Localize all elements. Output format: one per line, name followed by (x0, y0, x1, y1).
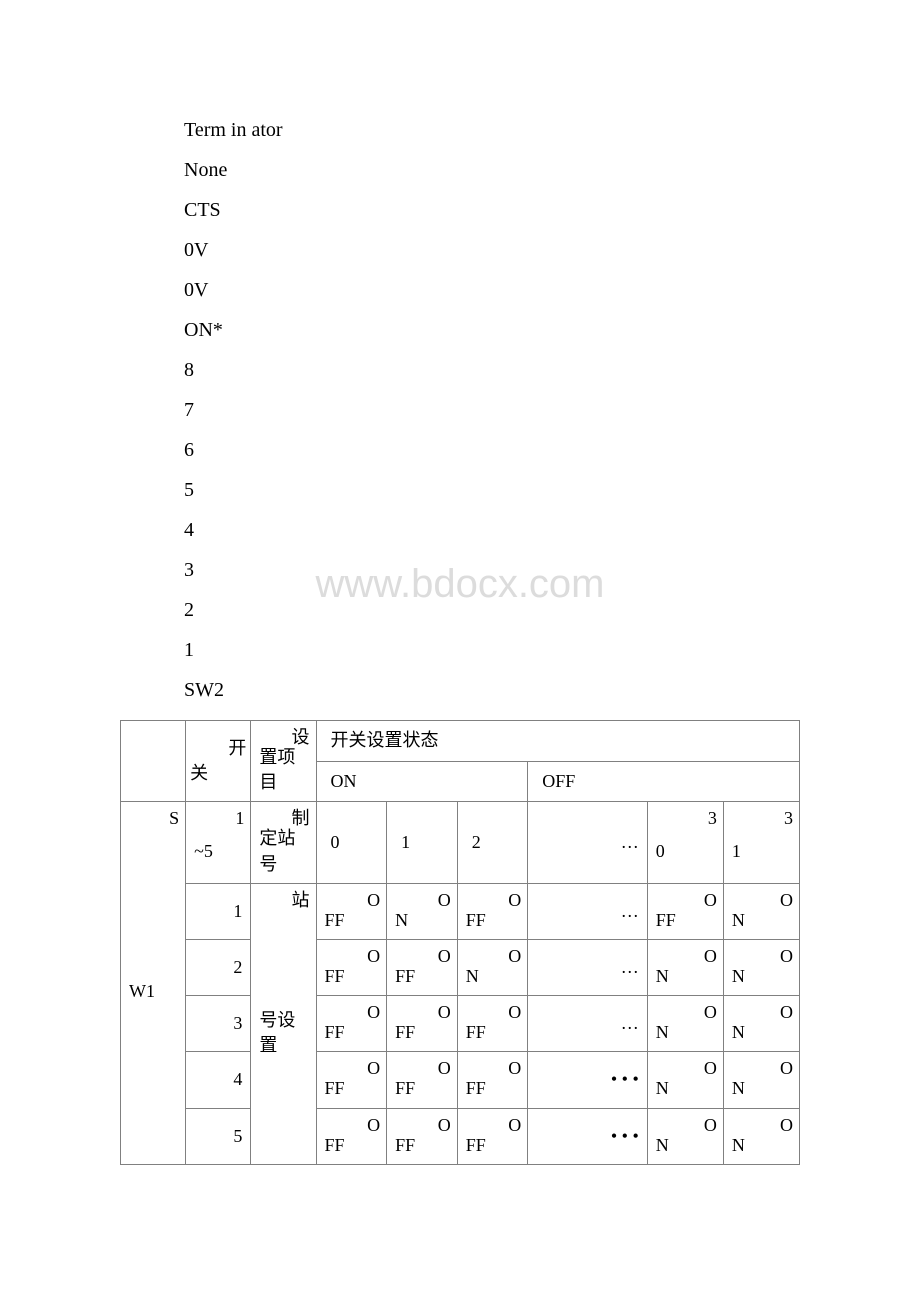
sw1-station-v2: 1 (387, 802, 458, 883)
sw1-r5-v2: OFF (387, 1108, 458, 1164)
sw1-r5-v3: OFF (457, 1108, 528, 1164)
sw1-r2-num: 2 (186, 939, 251, 995)
text-line: 2 (184, 590, 920, 630)
sw1-r4-v4: • • • (528, 1052, 647, 1108)
sw1-r5-v1: OFF (316, 1108, 387, 1164)
text-line: None (184, 150, 920, 190)
text-line: SW2 (184, 670, 920, 710)
sw1-station-v6: 3 1 (723, 802, 799, 883)
sw1-r5-v4: • • • (528, 1108, 647, 1164)
sw1-r2-v1: OFF (316, 939, 387, 995)
sw1-r5-v5: ON (647, 1108, 723, 1164)
switch-table-wrap: 开关 设 置项目 开关设置状态 ON OFF S W1 1 ~5 制 定站号 (0, 720, 920, 1165)
text-line: Term in ator (184, 110, 920, 150)
sw1-r4-num: 4 (186, 1052, 251, 1108)
sw1-r3-v1: OFF (316, 996, 387, 1052)
text-line: 5 (184, 470, 920, 510)
sw1-r5-num: 5 (186, 1108, 251, 1164)
sw1-r2-v4: … (528, 939, 647, 995)
sw1-r2-v6: ON (723, 939, 799, 995)
sw1-r3-v3: OFF (457, 996, 528, 1052)
text-line: CTS (184, 190, 920, 230)
text-line: 0V (184, 270, 920, 310)
sw1-station-v1: 0 (316, 802, 387, 883)
sw1-station-v5: 3 0 (647, 802, 723, 883)
sw1-r5-v6: ON (723, 1108, 799, 1164)
sw1-station-item: 制 定站号 (251, 802, 316, 883)
sw1-r1-v1: OFF (316, 883, 387, 939)
text-line-block: Term in ator None CTS 0V 0V ON* 8 7 6 5 … (0, 110, 920, 710)
sw1-station-v4: … (528, 802, 647, 883)
sw1-r1-v2: ON (387, 883, 458, 939)
sw1-r3-v5: ON (647, 996, 723, 1052)
sw1-r2-v5: ON (647, 939, 723, 995)
sw1-r4-v5: ON (647, 1052, 723, 1108)
sw1-r4-v3: OFF (457, 1052, 528, 1108)
sw1-r1-num: 1 (186, 883, 251, 939)
sw1-r2-v2: OFF (387, 939, 458, 995)
header-off: OFF (528, 761, 800, 802)
sw1-r4-v2: OFF (387, 1052, 458, 1108)
text-line: 8 (184, 350, 920, 390)
text-line: 0V (184, 230, 920, 270)
sw1-r1-v3: OFF (457, 883, 528, 939)
sw1-r3-v6: ON (723, 996, 799, 1052)
text-line: 3 (184, 550, 920, 590)
sw1-station-set: 站 号设置 (251, 883, 316, 1164)
text-line: 6 (184, 430, 920, 470)
header-item: 设 置项目 (251, 721, 316, 802)
sw1-station-num: 1 ~5 (186, 802, 251, 883)
sw1-r3-num: 3 (186, 996, 251, 1052)
header-on: ON (316, 761, 528, 802)
sw1-r4-v6: ON (723, 1052, 799, 1108)
sw1-r3-v4: … (528, 996, 647, 1052)
sw1-station-v3: 2 (457, 802, 528, 883)
header-empty (121, 721, 186, 802)
text-line: 4 (184, 510, 920, 550)
text-line: 7 (184, 390, 920, 430)
sw1-r3-v2: OFF (387, 996, 458, 1052)
sw1-r4-v1: OFF (316, 1052, 387, 1108)
text-line: ON* (184, 310, 920, 350)
switch-table: 开关 设 置项目 开关设置状态 ON OFF S W1 1 ~5 制 定站号 (120, 720, 800, 1165)
sw1-label: S W1 (121, 802, 186, 1164)
header-state-title: 开关设置状态 (316, 721, 799, 762)
sw1-r2-v3: ON (457, 939, 528, 995)
sw1-r1-v6: ON (723, 883, 799, 939)
header-switch: 开关 (186, 721, 251, 802)
sw1-r1-v4: … (528, 883, 647, 939)
text-line: 1 (184, 630, 920, 670)
sw1-r1-v5: OFF (647, 883, 723, 939)
